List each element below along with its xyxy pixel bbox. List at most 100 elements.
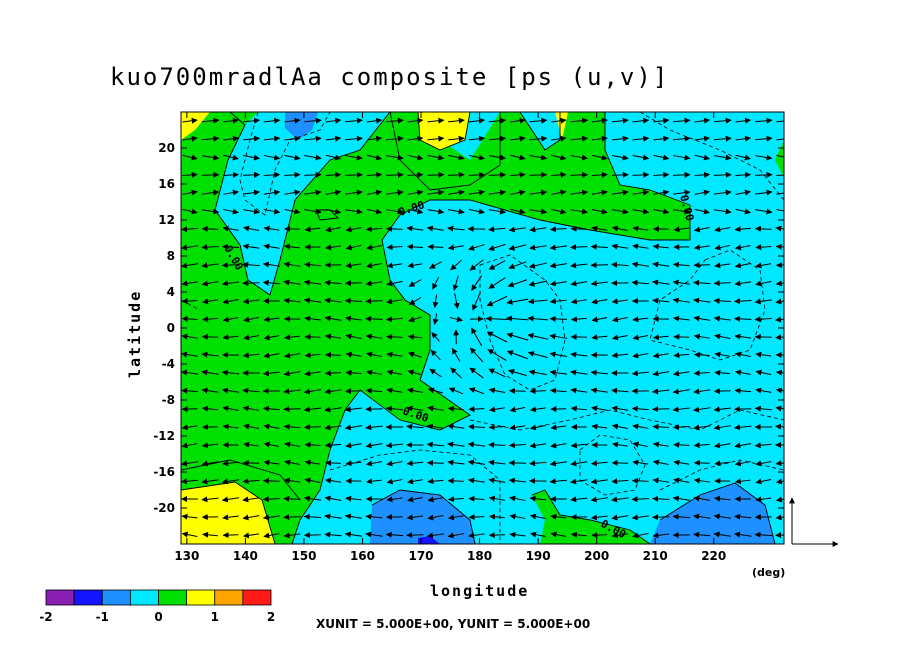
wind-vector: [468, 189, 485, 196]
wind-vector: [303, 388, 322, 395]
wind-vector: [754, 298, 772, 305]
wind-vector: [672, 297, 690, 304]
wind-vector: [488, 135, 507, 142]
wind-vector: [201, 478, 219, 485]
wind-vector: [755, 171, 773, 178]
colorbar-cell: [73, 589, 103, 606]
wind-vector: [427, 189, 445, 196]
wind-vector: [611, 171, 629, 178]
wind-vector: [673, 370, 690, 377]
wind-vector: [486, 295, 508, 307]
wind-vector: [366, 351, 382, 358]
wind-vector: [590, 262, 609, 269]
wind-vector: [570, 478, 588, 485]
wind-vector: [427, 171, 445, 178]
wind-vector: [652, 297, 670, 304]
wind-vector: [672, 261, 690, 268]
wind-vector: [284, 117, 301, 124]
wind-vector: [713, 424, 731, 431]
wind-vector: [221, 243, 240, 250]
wind-vector: [386, 369, 403, 376]
wind-vector: [407, 171, 424, 178]
wind-vector: [529, 460, 547, 467]
wind-vector: [468, 423, 485, 430]
wind-vectors: [181, 117, 784, 539]
wind-vector: [431, 332, 440, 342]
wind-vector: [549, 369, 568, 376]
wind-vector: [551, 208, 567, 215]
wind-vector: [202, 298, 218, 305]
y-tick-label: -4: [162, 357, 175, 371]
wind-vector: [201, 171, 220, 178]
wind-vector: [284, 352, 300, 359]
wind-vector: [345, 460, 362, 467]
wind-vector: [242, 532, 260, 539]
wind-vector: [570, 298, 587, 305]
wind-vector: [386, 262, 403, 269]
wind-vector: [694, 154, 710, 161]
wind-vector: [549, 333, 568, 340]
wind-vector: [506, 298, 529, 305]
wind-vector: [182, 208, 198, 215]
wind-vector: [201, 154, 220, 161]
wind-vector: [632, 225, 649, 232]
wind-vector: [304, 226, 321, 233]
wind-vector: [345, 388, 362, 395]
wind-vector: [284, 208, 301, 215]
wind-vector: [304, 477, 321, 484]
blue-region-n: [285, 112, 318, 140]
wind-vector: [713, 388, 731, 395]
reference-vector: [789, 497, 839, 547]
wind-vector: [653, 117, 670, 124]
wind-vector: [263, 316, 280, 323]
wind-vector: [694, 117, 711, 124]
wind-vector: [775, 387, 784, 394]
wind-vector: [406, 243, 423, 250]
wind-vector: [693, 424, 711, 431]
wind-vector: [325, 117, 342, 124]
wind-vector: [366, 171, 383, 178]
unit-footer: XUNIT = 5.000E+00, YUNIT = 5.000E+00: [316, 617, 590, 631]
wind-vector: [549, 460, 567, 467]
wind-vector: [775, 478, 784, 485]
wind-vector: [344, 424, 363, 431]
wind-vector: [507, 279, 528, 288]
wind-vector: [611, 441, 628, 448]
wind-vector: [673, 117, 691, 124]
wind-vector: [324, 388, 342, 395]
wind-vector: [652, 334, 669, 341]
wind-vector: [467, 441, 486, 448]
wind-vector: [590, 387, 608, 394]
wind-vector: [591, 460, 608, 467]
wind-vector: [755, 387, 772, 394]
wind-vector: [242, 405, 260, 412]
wind-vector: [432, 294, 439, 309]
wind-vector: [529, 495, 547, 502]
wind-vector: [201, 225, 219, 232]
wind-vector: [449, 316, 463, 323]
wind-vector: [468, 208, 485, 215]
wind-vector: [735, 208, 751, 215]
wind-vector: [201, 442, 219, 449]
wind-vector: [631, 405, 649, 412]
wind-vector: [550, 442, 567, 449]
wind-vector: [775, 262, 784, 269]
wind-vector: [263, 243, 280, 250]
x-tick-label: 160: [350, 549, 375, 563]
wind-vector: [325, 351, 341, 358]
wind-vector: [365, 387, 383, 394]
wind-vector: [243, 189, 261, 196]
wind-vector: [325, 244, 341, 251]
wind-vector: [529, 513, 546, 520]
wind-vector: [632, 316, 649, 323]
wind-vector: [488, 260, 506, 270]
wind-vector: [407, 478, 423, 485]
wind-vector: [407, 387, 423, 394]
wind-vector: [242, 243, 260, 250]
wind-vector: [551, 135, 567, 142]
wind-vector: [365, 280, 383, 287]
wind-vector: [366, 117, 383, 124]
wind-vector: [181, 369, 199, 376]
wind-vector: [549, 351, 568, 358]
wind-vector: [201, 189, 220, 196]
